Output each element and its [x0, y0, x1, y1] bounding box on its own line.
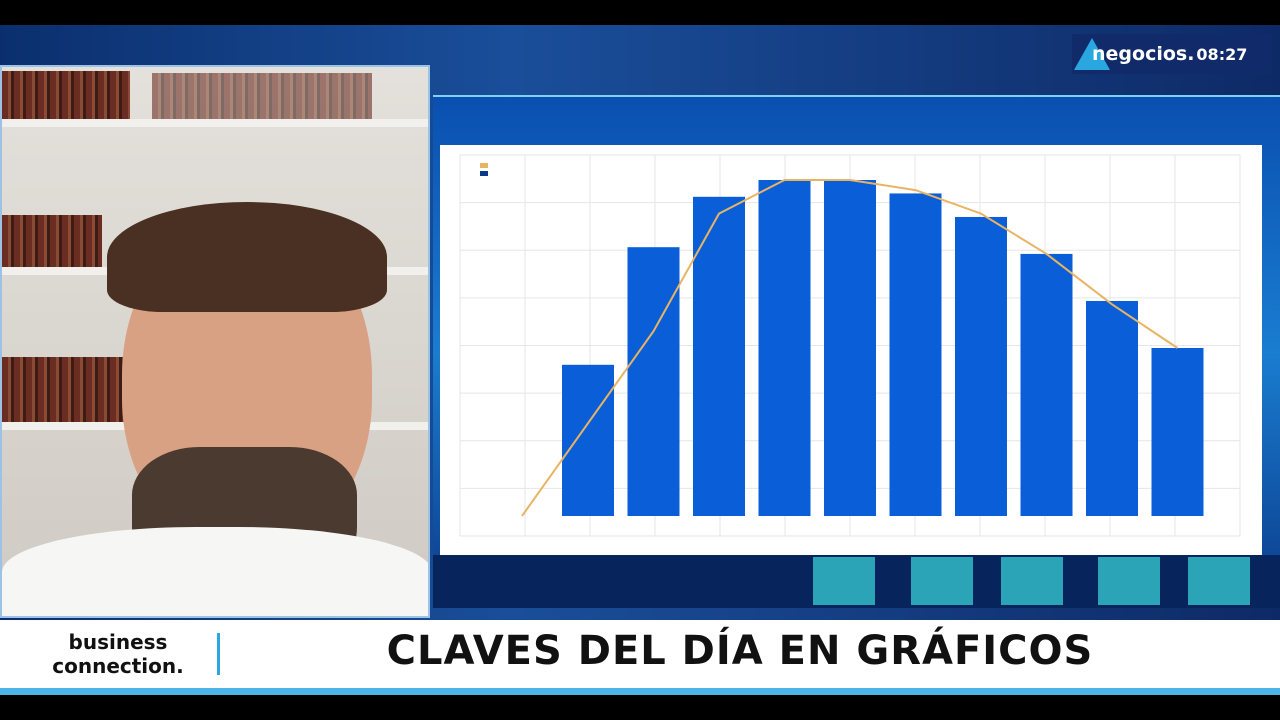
bar [1086, 300, 1138, 516]
divider [217, 633, 220, 675]
channel-logo: negocios. 08:27 [1072, 34, 1272, 74]
clock: 08:27 [1196, 44, 1248, 64]
headline: CLAVES DEL DÍA EN GRÁFICOS [386, 628, 1094, 674]
bar [693, 196, 745, 517]
brand-line1: business [68, 630, 168, 654]
program-brand: business connection. [38, 630, 198, 678]
bar [1020, 253, 1073, 517]
chart-svg [459, 154, 1241, 537]
line-series [521, 179, 1179, 517]
brand-line2: connection. [52, 654, 184, 678]
triangle-icon [1074, 38, 1110, 70]
bottom-line [0, 688, 1280, 695]
bar [1151, 348, 1204, 516]
decorative-tiles [433, 555, 1280, 608]
bar [889, 193, 942, 516]
bar [824, 180, 876, 516]
lower-third [0, 620, 1280, 688]
webcam-feed [0, 65, 430, 618]
logo-text: negocios. [1092, 43, 1195, 65]
chart [440, 145, 1262, 555]
bar [955, 216, 1007, 516]
legend-swatch [480, 171, 488, 176]
bar [562, 364, 614, 516]
legend-swatch [480, 163, 488, 168]
bar [627, 247, 680, 516]
bar [758, 180, 811, 516]
